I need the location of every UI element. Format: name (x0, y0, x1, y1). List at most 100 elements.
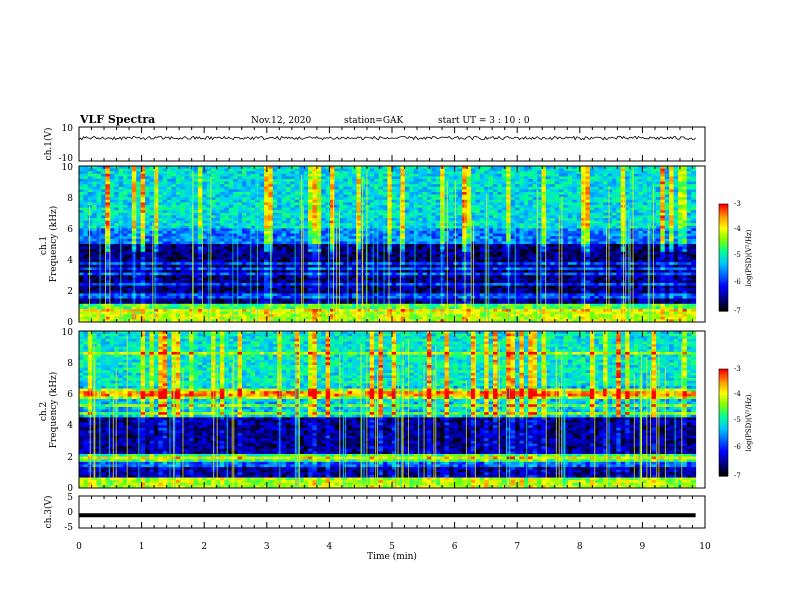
spectrogram-cell (418, 176, 424, 180)
spectrogram-cell (470, 168, 476, 172)
spectrogram-cell (387, 176, 393, 180)
spectrogram-cell (92, 166, 98, 170)
spectrogram-cell (263, 173, 269, 177)
spectrogram-cell (219, 176, 225, 180)
spectrogram-cell (541, 181, 547, 185)
spectrogram-cell (510, 184, 516, 188)
spectrogram-cell (268, 171, 274, 175)
spectrogram-cell (316, 166, 322, 170)
spectrogram-cell (316, 179, 322, 183)
spectrogram-cell (576, 179, 582, 183)
spectrogram-cell (158, 181, 164, 185)
spectrogram-cell (153, 173, 159, 177)
spectrogram-cell (589, 181, 595, 185)
spectrogram-cell (607, 171, 613, 175)
spectrogram-cell (316, 168, 322, 172)
spectrogram-cell (211, 171, 217, 175)
spectrogram-cell (374, 171, 379, 175)
spectrogram-cell (136, 166, 142, 170)
spectrogram-cell (286, 166, 291, 170)
spectrogram-cell (603, 184, 609, 188)
spectrogram-cell (250, 168, 256, 172)
spectrogram-cell (303, 173, 309, 177)
spectrogram-cell (506, 184, 512, 188)
spectrogram-cell (87, 176, 93, 180)
spectrogram-cell (655, 181, 661, 185)
spectrogram-cell (259, 166, 265, 170)
spectrogram-cell (83, 186, 89, 190)
spectrogram-cell (576, 173, 582, 177)
spectrogram-cell (96, 186, 102, 190)
spectrogram-cell (171, 181, 177, 185)
spectrogram-cell (114, 176, 120, 180)
spectrogram-cell (101, 179, 106, 183)
spectrogram-cell (581, 173, 587, 177)
spectrogram-cell (563, 173, 569, 177)
spectrogram-cell (114, 181, 120, 185)
spectrogram-cell (277, 171, 283, 175)
spectrogram-cell (422, 173, 428, 177)
spectrogram-cell (563, 179, 569, 183)
spectrogram-cell (453, 171, 459, 175)
spectrogram-cell (620, 181, 626, 185)
spectrogram-cell (87, 184, 93, 188)
spectrogram-cell (519, 176, 525, 180)
spectrogram-cell (158, 166, 164, 170)
spectrogram-cell (462, 166, 468, 170)
spectrogram-cell (109, 184, 115, 188)
spectrogram-cell (303, 181, 309, 185)
spectrogram-cell (567, 176, 573, 180)
spectrogram-cell (321, 181, 327, 185)
spectrogram-cell (140, 166, 146, 170)
spectrogram-cell (369, 171, 375, 175)
spectrogram-cell (246, 171, 252, 175)
spectrogram-cell (211, 173, 217, 177)
spectrogram-cell (294, 179, 300, 183)
spectrogram-cell (123, 173, 128, 177)
spectrogram-cell (360, 176, 366, 180)
spectrogram-cell (87, 166, 93, 170)
spectrogram-cell (131, 168, 137, 172)
spectrogram-cell (523, 168, 529, 172)
spectrogram-cell (219, 179, 225, 183)
spectrogram-cell (127, 168, 133, 172)
spectrogram-cell (519, 166, 525, 170)
spectrogram-cell (677, 173, 683, 177)
spectrogram-cell (686, 171, 692, 175)
spectrogram-cell (633, 176, 639, 180)
spectrogram-cell (153, 186, 159, 190)
spectrogram-cell (241, 168, 247, 172)
spectrogram-cell (233, 179, 239, 183)
spectrogram-cell (418, 166, 424, 170)
spectrogram-cell (567, 184, 573, 188)
spectrogram-cell (312, 176, 318, 180)
spectrogram-cell (338, 171, 344, 175)
spectrogram-cell (682, 181, 688, 185)
spectrogram-cell (268, 168, 274, 172)
spectrogram-cell (131, 184, 137, 188)
spectrogram-cell (356, 179, 362, 183)
spectrogram-cell (532, 184, 538, 188)
spectrogram-cell (691, 171, 697, 175)
station-label: station=GAK (344, 116, 404, 126)
spectrogram-cell (215, 181, 221, 185)
spectrogram-cell (541, 166, 547, 170)
spectrogram-cell (409, 179, 415, 183)
spectrogram-cell (219, 166, 225, 170)
spectrogram-cell (686, 184, 692, 188)
spectrogram-cell (589, 168, 595, 172)
spectrogram-cell (435, 173, 441, 177)
spectrogram-cell (241, 179, 247, 183)
spectrogram-cell (290, 179, 296, 183)
spectrogram-cell (246, 173, 252, 177)
spectrogram-cell (448, 176, 454, 180)
spectrogram-cell (545, 166, 551, 170)
spectrogram-cell (136, 181, 142, 185)
spectrogram-cell (352, 168, 357, 172)
spectrogram-cell (109, 173, 115, 177)
spectrogram-cell (303, 179, 309, 183)
spectrogram-cell (109, 166, 115, 170)
spectrogram-cell (462, 171, 468, 175)
spectrogram-cell (378, 171, 384, 175)
